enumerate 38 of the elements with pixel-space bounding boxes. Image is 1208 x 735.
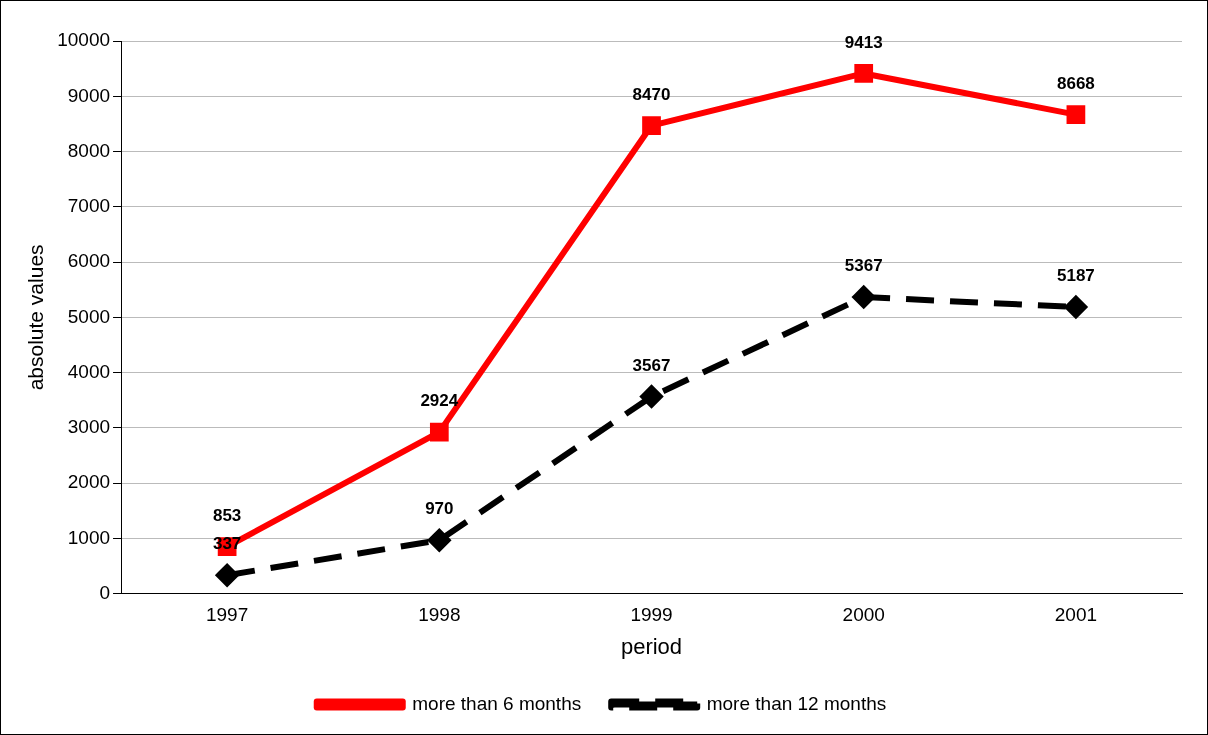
point — [852, 286, 875, 309]
data-label: 9413 — [844, 32, 883, 52]
point — [640, 385, 663, 408]
y-tick-label: 4000 — [67, 360, 111, 382]
data-label: 8668 — [1056, 73, 1095, 93]
y-tick-label: 9000 — [67, 84, 111, 106]
y-tick-label: 5000 — [67, 305, 111, 327]
point — [216, 564, 239, 587]
data-label: 8470 — [632, 84, 671, 104]
y-tick-label: 8000 — [67, 139, 111, 161]
x-axis-title: period — [620, 633, 683, 659]
data-label: 5187 — [1056, 266, 1095, 286]
legend-label: more than 6 months — [412, 692, 582, 714]
legend-label: more than 12 months — [706, 692, 887, 714]
point — [1066, 105, 1086, 124]
data-label: 970 — [425, 499, 454, 519]
y-tick-label: 10000 — [57, 29, 111, 51]
y-tick-label: 1000 — [67, 526, 111, 548]
y-tick-label: 2000 — [67, 471, 111, 493]
y-tick-label: 6000 — [67, 250, 111, 272]
x-tick-label: 1998 — [418, 604, 461, 626]
y-tick-label: 3000 — [67, 416, 111, 438]
data-label: 2924 — [420, 391, 459, 411]
x-tick-label: 1997 — [205, 604, 249, 626]
x-tick-label: 2000 — [842, 604, 885, 626]
y-axis-title: absolute values — [24, 244, 48, 391]
point — [854, 64, 874, 83]
data-label: 3567 — [632, 355, 671, 375]
data-label: 853 — [212, 505, 242, 525]
point — [428, 529, 451, 552]
y-tick-label: 7000 — [67, 195, 111, 217]
point — [642, 116, 661, 135]
data-label: 5367 — [844, 256, 883, 276]
point — [429, 422, 449, 442]
y-tick-label: 0 — [99, 582, 111, 604]
x-tick-label: 1999 — [630, 604, 673, 626]
x-tick-label: 2001 — [1054, 604, 1098, 626]
point — [1064, 296, 1087, 319]
